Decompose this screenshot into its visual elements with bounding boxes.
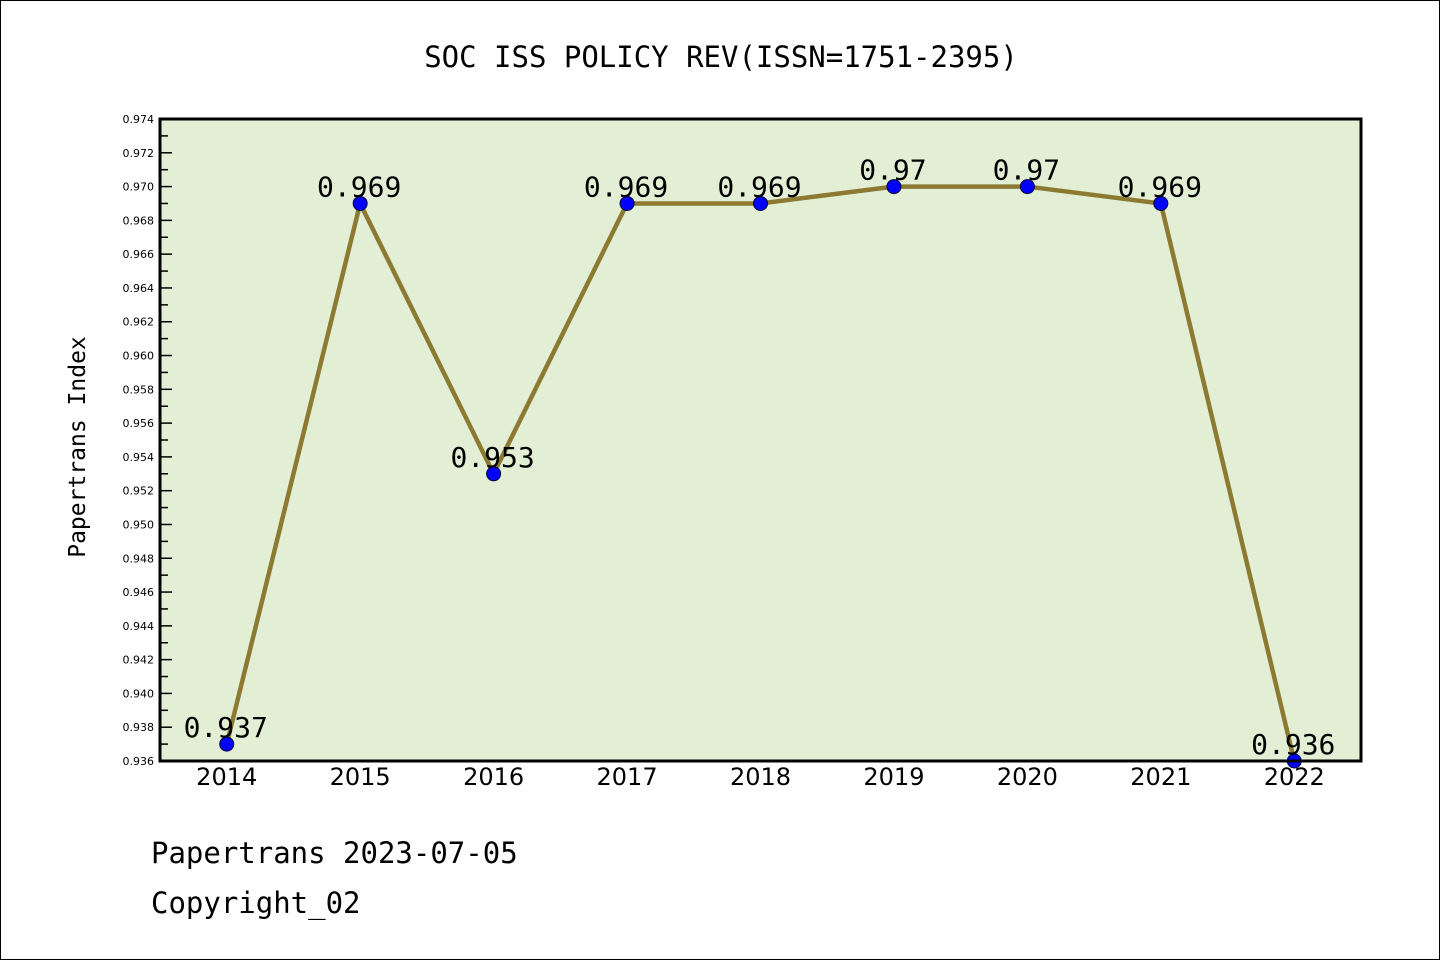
plot-frame [158,117,1363,763]
y-tick-label: 0.956 [123,417,155,430]
y-tick-label: 0.940 [123,687,155,700]
x-tick-label: 2015 [330,763,391,791]
data-label: 0.969 [584,170,668,203]
data-label: 0.969 [317,170,401,203]
data-label: 0.97 [993,154,1060,187]
footer-date: Papertrans 2023-07-05 [151,836,518,870]
y-tick-label: 0.974 [123,113,155,126]
data-label: 0.97 [859,154,926,187]
data-point [886,179,902,195]
data-label: 0.969 [1118,170,1202,203]
data-label: 0.936 [1251,728,1335,761]
x-tick-label: 2018 [730,763,791,791]
y-tick-label: 0.954 [123,451,155,464]
x-tick-label: 2014 [196,763,257,791]
y-tick-label: 0.964 [123,282,155,295]
data-point [619,195,635,211]
data-label: 0.937 [184,711,268,744]
y-tick-label: 0.966 [123,248,155,261]
y-tick-label: 0.970 [123,181,155,194]
footer-copyright: Copyright_02 [151,886,361,920]
x-tick-label: 2017 [597,763,658,791]
y-tick-label: 0.952 [123,485,155,498]
y-tick-label: 0.936 [123,755,155,768]
y-tick-label: 0.942 [123,654,155,667]
y-tick-label: 0.972 [123,147,155,160]
x-tick-label: 2020 [997,763,1058,791]
x-tick-label: 2016 [463,763,524,791]
chart-title: SOC ISS POLICY REV(ISSN=1751-2395) [424,40,1018,74]
y-tick-label: 0.946 [123,586,155,599]
y-tick-label: 0.968 [123,214,155,227]
data-point [352,195,368,211]
x-tick-label: 2019 [863,763,924,791]
y-tick-label: 0.960 [123,350,155,363]
y-axis-label: Papertrans Index [65,336,91,558]
y-tick-label: 0.944 [123,620,155,633]
plot-area [160,119,1361,761]
y-tick-label: 0.938 [123,721,155,734]
y-tick-label: 0.950 [123,518,155,531]
data-label: 0.969 [717,170,801,203]
data-point [1019,179,1035,195]
data-point [1153,195,1169,211]
data-point [753,195,768,211]
data-label: 0.953 [450,441,534,474]
x-tick-label: 2021 [1130,763,1191,791]
data-point [219,736,235,752]
y-tick-label: 0.962 [123,316,155,329]
y-tick-label: 0.948 [123,552,155,565]
y-tick-label: 0.958 [123,383,155,396]
data-point [486,466,502,482]
